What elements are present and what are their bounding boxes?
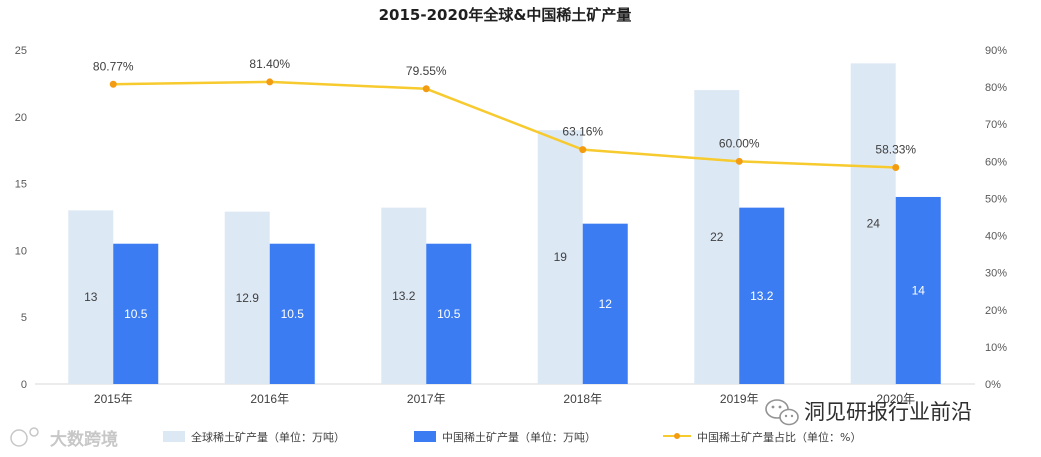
china-bar-label: 10.5: [437, 307, 461, 321]
china-bar-label: 14: [912, 283, 926, 297]
legend-label-global: 全球稀土矿产量（单位：万吨）: [191, 430, 345, 444]
right-tick-label: 40%: [985, 231, 1007, 243]
ratio-line: 80.77% 81.40% 79.55% 63.16% 60.00% 58.33%: [93, 57, 916, 172]
left-y-axis: 0 5 10 15 20 25: [15, 45, 27, 391]
ratio-point-label: 79.55%: [406, 64, 447, 78]
global-bar-label: 19: [554, 250, 568, 264]
legend-label-china: 中国稀土矿产量（单位：万吨）: [442, 430, 596, 444]
china-bar-label: 10.5: [124, 307, 148, 321]
right-tick-label: 60%: [985, 156, 1007, 168]
left-tick-label: 25: [15, 45, 27, 57]
watermark-right-text: 洞见研报行业前沿: [804, 400, 972, 424]
global-bar: [68, 210, 114, 384]
ratio-point: [579, 146, 587, 154]
global-bar-label: 12.9: [236, 291, 260, 305]
x-tick-label: 2018年: [563, 392, 602, 406]
global-bar: [381, 207, 427, 384]
global-bar-label: 24: [867, 217, 881, 231]
global-bar: [850, 63, 896, 385]
x-tick-label: 2015年: [94, 392, 133, 406]
watermark-logo-dot-icon: [29, 427, 39, 437]
right-tick-label: 10%: [985, 342, 1007, 354]
wechat-icon: [765, 399, 799, 426]
x-tick-label: 2017年: [407, 392, 446, 406]
watermark-left-text: 大数跨境: [50, 429, 118, 450]
global-bar-label: 13.2: [392, 289, 416, 303]
ratio-point: [422, 85, 430, 93]
right-tick-label: 80%: [985, 82, 1007, 94]
legend: 全球稀土矿产量（单位：万吨） 中国稀土矿产量（单位：万吨） 中国稀土矿产量占比（…: [163, 430, 861, 444]
global-bar: [224, 211, 270, 384]
legend-swatch-global: [163, 431, 185, 442]
right-tick-label: 70%: [985, 119, 1007, 131]
ratio-line-path: [113, 80, 896, 169]
ratio-point-label: 63.16%: [562, 125, 603, 139]
right-tick-label: 50%: [985, 193, 1007, 205]
left-tick-label: 0: [21, 379, 27, 391]
china-bar: [269, 243, 315, 384]
x-tick-label: 2020年: [876, 392, 915, 406]
x-tick-label: 2019年: [720, 392, 759, 406]
ratio-point: [892, 164, 900, 172]
legend-label-ratio: 中国稀土矿产量占比（单位：%）: [697, 430, 861, 444]
watermark-right: 洞见研报行业前沿: [765, 399, 972, 426]
china-bar: [739, 207, 785, 384]
ratio-point-label: 58.33%: [875, 143, 916, 157]
global-bar-label: 22: [710, 230, 724, 244]
ratio-point-label: 60.00%: [719, 136, 760, 150]
right-y-axis: 0% 10% 20% 30% 40% 50% 60% 70% 80% 90%: [985, 45, 1007, 391]
china-bar: [895, 196, 941, 384]
ratio-point-label: 80.77%: [93, 59, 134, 73]
left-tick-label: 5: [21, 312, 27, 324]
left-tick-label: 20: [15, 112, 27, 124]
china-bar: [582, 223, 628, 384]
ratio-point: [266, 78, 274, 86]
china-bar-label: 13.2: [750, 289, 774, 303]
right-tick-label: 20%: [985, 305, 1007, 317]
ratio-point-label: 81.40%: [249, 57, 290, 71]
global-bar-label: 13: [84, 290, 98, 304]
china-bar-label: 12: [599, 297, 613, 311]
chart-title: 2015-2020年全球&中国稀土矿产量: [379, 6, 632, 24]
left-tick-label: 10: [15, 245, 27, 257]
ratio-point: [735, 157, 743, 165]
left-tick-label: 15: [15, 179, 27, 191]
ratio-point: [109, 80, 117, 88]
global-bar: [537, 130, 583, 384]
china-bar: [426, 243, 472, 384]
right-tick-label: 30%: [985, 268, 1007, 280]
x-tick-label: 2016年: [250, 392, 289, 406]
x-axis: 2015年 2016年 2017年 2018年 2019年 2020年: [94, 392, 915, 406]
global-bar: [694, 90, 740, 384]
right-tick-label: 0%: [985, 379, 1001, 391]
china-bar-label: 10.5: [281, 307, 305, 321]
watermark-logo-icon: [10, 429, 28, 447]
china-bar: [113, 243, 159, 384]
right-tick-label: 90%: [985, 45, 1007, 57]
legend-swatch-china: [414, 431, 436, 442]
bars: 13 10.5 12.9 10.5 13.2 10.5 19 12 22 13.2 24 14: [68, 63, 941, 385]
watermark-left: 大数跨境: [10, 427, 118, 450]
legend-swatch-ratio-marker: [674, 433, 680, 439]
